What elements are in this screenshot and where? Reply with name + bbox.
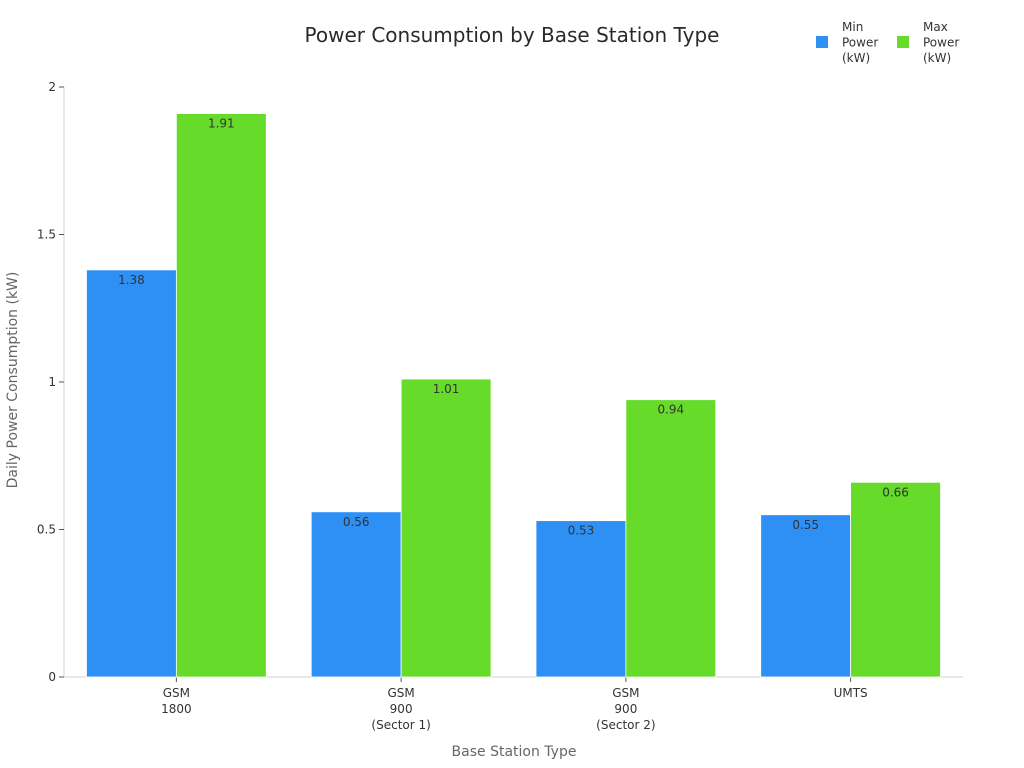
- legend-swatch-max: [897, 36, 909, 48]
- data-label: 0.56: [343, 515, 370, 529]
- y-axis-title: Daily Power Consumption (kW): [5, 272, 21, 489]
- bar-min: [760, 514, 852, 678]
- x-axis: GSM 1800 GSM 900 (Sector 1) GSM 900 (Sector 2) U…: [64, 676, 963, 732]
- legend-label-max: Max Power (kW): [923, 20, 959, 65]
- bar-max: [175, 113, 267, 678]
- data-labels: 1.38 1.91 0.56 1.01 0.53 0.94 0.55 0.66: [118, 117, 909, 538]
- data-label: 1.01: [433, 382, 460, 396]
- chart-title: Power Consumption by Base Station Type: [305, 23, 720, 47]
- legend: Min Power (kW) Max Power (kW): [816, 20, 959, 65]
- bar-min: [535, 520, 627, 678]
- y-tick-label: 1: [48, 375, 56, 389]
- legend-label-min: Min Power (kW): [842, 20, 878, 65]
- data-label: 0.53: [568, 524, 595, 538]
- data-label: 1.91: [208, 117, 235, 131]
- x-tick-label: GSM 900 (Sector 2): [596, 686, 655, 732]
- bar-min: [310, 511, 402, 678]
- y-tick-label: 0: [48, 670, 56, 684]
- x-tick-label: UMTS: [834, 686, 868, 700]
- bar-min: [86, 269, 177, 678]
- bar-max: [625, 399, 717, 678]
- bar-max: [400, 378, 492, 678]
- y-tick-label: 0.5: [37, 523, 56, 537]
- data-label: 0.55: [792, 518, 819, 532]
- data-label: 0.66: [882, 485, 909, 499]
- bar-max: [850, 481, 941, 678]
- x-tick-label: GSM 900 (Sector 1): [371, 686, 430, 732]
- y-tick-label: 2: [48, 80, 56, 94]
- y-axis: 0 0.5 1 1.5 2: [37, 80, 65, 684]
- x-tick-label: GSM 1800: [161, 686, 192, 716]
- data-label: 0.94: [657, 403, 684, 417]
- data-label: 1.38: [118, 273, 145, 287]
- legend-swatch-min: [816, 36, 828, 48]
- y-tick-label: 1.5: [37, 228, 56, 242]
- x-axis-title: Base Station Type: [452, 744, 577, 760]
- bars: [86, 113, 941, 678]
